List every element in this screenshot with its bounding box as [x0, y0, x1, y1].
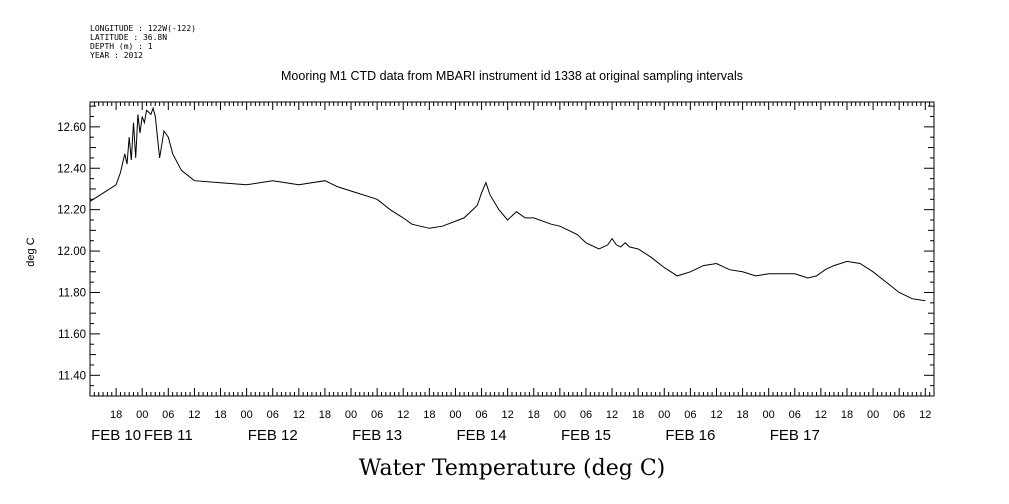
y-tick-label: 12.60 — [57, 122, 86, 134]
metadata-block: LONGITUDE : 122W(-122) LATITUDE : 36.8N … — [90, 24, 196, 60]
metadata-line: LATITUDE : 36.8N — [90, 33, 167, 42]
x-day-tick-label: FEB 11 — [144, 427, 193, 444]
x-hour-tick-label: 18 — [214, 409, 226, 421]
x-hour-tick-label: 18 — [841, 409, 853, 421]
x-day-tick-labels: FEB 10 FEB 11 FEB 12 FEB 13 FEB 14 FEB 15 FEB … — [91, 427, 820, 444]
x-hour-tick-label: 00 — [136, 409, 148, 421]
x-hour-tick-label: 06 — [789, 409, 801, 421]
x-hour-tick-label: 06 — [893, 409, 905, 421]
x-hour-tick-label: 12 — [397, 409, 409, 421]
x-hour-tick-label: 12 — [502, 409, 514, 421]
y-tick-label: 12.00 — [57, 246, 86, 258]
x-hour-tick-label: 06 — [684, 409, 696, 421]
x-hour-tick-label: 06 — [580, 409, 592, 421]
x-hour-tick-label: 12 — [710, 409, 722, 421]
x-hour-tick-label: 18 — [736, 409, 748, 421]
x-day-tick-label: FEB 10 — [91, 427, 141, 444]
y-tick-labels: 11.40 11.60 11.80 12.00 12.20 12.40 12.60 — [57, 122, 86, 382]
x-hour-tick-label: 18 — [528, 409, 540, 421]
metadata-line: LONGITUDE : 122W(-122) — [90, 24, 196, 33]
x-day-tick-label: FEB 17 — [770, 427, 820, 444]
x-hour-tick-label: 06 — [475, 409, 487, 421]
y-tick-label: 12.20 — [57, 205, 86, 217]
x-axis-label: Water Temperature (deg C) — [359, 456, 666, 481]
x-day-tick-label: FEB 15 — [561, 427, 611, 444]
x-day-tick-label: FEB 16 — [665, 427, 715, 444]
x-hour-tick-label: 18 — [632, 409, 644, 421]
x-hour-tick-labels: 18 00 06 12 18 00 06 12 18 00 06 12 18 00 06 12 18 00 06 12… — [110, 409, 931, 421]
y-tick-label: 12.40 — [57, 163, 86, 175]
x-day-tick-label: FEB 13 — [352, 427, 402, 444]
x-hour-tick-label: 00 — [658, 409, 670, 421]
axis-ticks — [89, 102, 935, 397]
x-hour-tick-label: 00 — [867, 409, 879, 421]
x-hour-tick-label: 06 — [267, 409, 279, 421]
x-hour-tick-label: 12 — [815, 409, 827, 421]
x-hour-tick-label: 00 — [449, 409, 461, 421]
x-hour-tick-label: 00 — [345, 409, 357, 421]
y-tick-label: 11.80 — [58, 287, 86, 299]
x-hour-tick-label: 00 — [763, 409, 775, 421]
x-hour-tick-label: 12 — [188, 409, 200, 421]
x-hour-tick-label: 06 — [371, 409, 383, 421]
x-hour-tick-label: 00 — [554, 409, 566, 421]
series-line — [89, 106, 926, 302]
x-day-tick-label: FEB 12 — [248, 427, 298, 444]
plot-frame — [89, 101, 935, 397]
plot-area — [89, 101, 935, 397]
x-hour-tick-label: 18 — [110, 409, 122, 421]
x-hour-tick-label: 18 — [423, 409, 435, 421]
x-hour-tick-label: 00 — [240, 409, 252, 421]
x-hour-tick-label: 18 — [319, 409, 331, 421]
x-day-tick-label: FEB 14 — [457, 427, 507, 444]
y-tick-label: 11.40 — [58, 370, 86, 382]
x-hour-tick-label: 12 — [919, 409, 931, 421]
metadata-line: YEAR : 2012 — [90, 51, 143, 60]
x-hour-tick-label: 12 — [606, 409, 618, 421]
chart-title: Mooring M1 CTD data from MBARI instrumen… — [281, 69, 743, 83]
series-group — [89, 106, 926, 302]
x-hour-tick-label: 06 — [162, 409, 174, 421]
y-axis-label: deg C — [25, 237, 37, 266]
metadata-line: DEPTH (m) : 1 — [90, 42, 153, 51]
x-hour-tick-label: 12 — [293, 409, 305, 421]
y-tick-label: 11.60 — [58, 329, 86, 341]
